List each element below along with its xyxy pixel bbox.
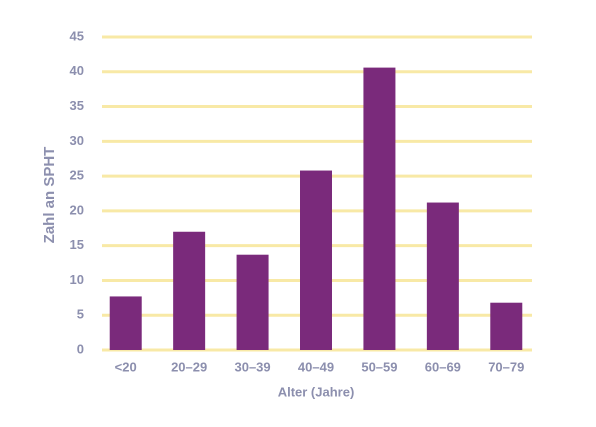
y-axis-title: Zahl an SPHT bbox=[41, 147, 58, 244]
y-tick-label: 0 bbox=[77, 341, 84, 356]
bar bbox=[109, 296, 142, 350]
x-tick-label: 20–29 bbox=[171, 359, 207, 374]
y-tick-label: 40 bbox=[70, 63, 84, 78]
y-tick-label: 30 bbox=[70, 133, 84, 148]
x-tick-label: 30–39 bbox=[234, 359, 270, 374]
x-tick-label: 50–59 bbox=[361, 359, 397, 374]
y-tick-label: 15 bbox=[70, 237, 84, 252]
bar bbox=[300, 170, 332, 350]
x-tick-label: <20 bbox=[115, 359, 137, 374]
bar bbox=[173, 231, 206, 350]
x-tick-label: 40–49 bbox=[298, 359, 334, 374]
y-tick-label: 5 bbox=[77, 307, 84, 322]
y-tick-label: 25 bbox=[70, 168, 84, 183]
bar bbox=[363, 67, 396, 351]
x-tick-label: 60–69 bbox=[425, 359, 461, 374]
x-tick-label: 70–79 bbox=[488, 359, 524, 374]
bar bbox=[490, 302, 523, 350]
bar bbox=[426, 202, 459, 350]
x-axis-title: Alter (Jahre) bbox=[278, 384, 355, 399]
y-tick-label: 45 bbox=[70, 28, 84, 43]
bar bbox=[236, 254, 269, 350]
y-tick-label: 35 bbox=[70, 98, 84, 113]
y-tick-label: 20 bbox=[70, 202, 84, 217]
y-tick-label: 10 bbox=[70, 272, 84, 287]
